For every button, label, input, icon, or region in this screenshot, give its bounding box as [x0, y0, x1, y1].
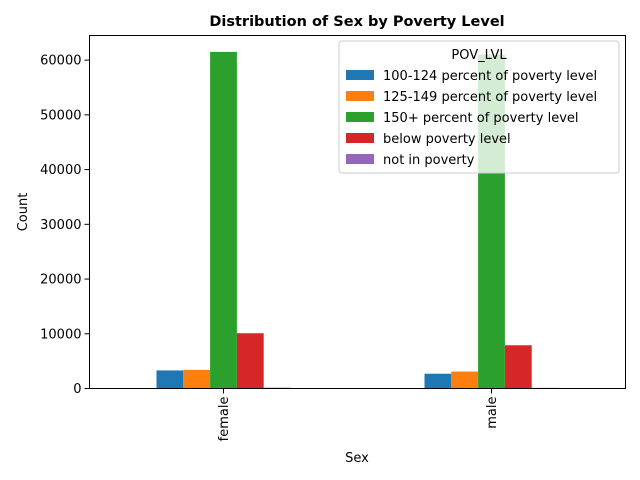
- bar-male-1: [451, 371, 479, 389]
- legend-title: POV_LVL: [451, 48, 507, 63]
- legend-entry: 150+ percent of poverty level: [383, 111, 579, 126]
- bar-female-3: [236, 333, 264, 389]
- y-tick-label: 60000: [40, 54, 81, 69]
- y-tick-label: 20000: [40, 273, 81, 288]
- legend-entry: not in poverty: [383, 153, 475, 168]
- y-tick-label: 0: [73, 382, 81, 397]
- legend-entry: 125-149 percent of poverty level: [383, 90, 597, 105]
- x-axis: female male: [217, 388, 500, 442]
- legend-swatch: [346, 133, 374, 143]
- bar-female-1: [183, 369, 211, 389]
- legend-entry: below poverty level: [383, 132, 511, 147]
- plot-frame: [89, 35, 626, 389]
- x-axis-label: Sex: [345, 451, 369, 466]
- chart-title: Distribution of Sex by Poverty Level: [209, 14, 504, 30]
- legend-box: [338, 40, 620, 174]
- legend-swatch: [346, 91, 374, 101]
- bar-male-0: [424, 373, 452, 389]
- y-tick-label: 10000: [40, 327, 81, 342]
- bar-female-2: [210, 51, 237, 389]
- legend-swatch: [346, 154, 374, 164]
- legend: POV_LVL 100-124 percent of poverty level 1…: [338, 40, 620, 174]
- legend-swatch: [346, 70, 374, 80]
- y-axis: 0 10000 20000 30000 40000 50000 60000: [40, 54, 90, 397]
- x-tick-label: female: [217, 397, 232, 442]
- y-tick-label: 50000: [40, 108, 81, 123]
- y-axis-label: Count: [16, 193, 31, 232]
- legend-swatch: [346, 112, 374, 122]
- bar-male-3: [504, 345, 532, 389]
- legend-entry: 100-124 percent of poverty level: [383, 69, 597, 84]
- y-tick-label: 40000: [40, 163, 81, 178]
- y-tick-label: 30000: [40, 218, 81, 233]
- bar-female-0: [156, 370, 184, 389]
- x-tick-label: male: [485, 397, 500, 429]
